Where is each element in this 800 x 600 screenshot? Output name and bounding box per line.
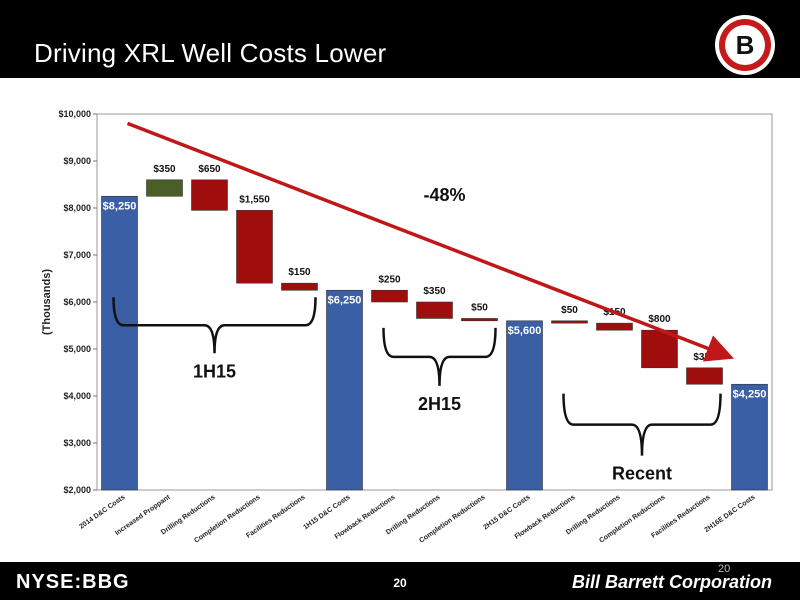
company-logo: B <box>715 15 775 75</box>
data-label: $8,250 <box>103 200 137 212</box>
y-tick-label: $2,000 <box>63 485 91 495</box>
chart-area: $2,000 $3,000 $4,000 $5,000 $6,000 $7,000 $8,0… <box>0 78 800 562</box>
decrease-bar <box>551 320 588 324</box>
increase-bar <box>146 179 183 197</box>
total-bar <box>506 320 543 491</box>
data-label: $6,250 <box>328 294 362 306</box>
y-tick-label: $4,000 <box>63 391 91 401</box>
logo-letter: B <box>736 30 755 60</box>
title-bar: Driving XRL Well Costs Lower B <box>0 0 800 78</box>
decrease-bar <box>641 329 678 369</box>
data-label: $150 <box>288 267 311 278</box>
company-name: Bill Barrett Corporation <box>572 572 773 592</box>
data-label: $50 <box>561 305 578 316</box>
group-label: 2H15 <box>418 394 461 414</box>
decrease-bar <box>281 282 318 291</box>
x-tick-label: 2014 D&C Costs <box>78 494 126 531</box>
data-label: $4,250 <box>733 388 767 400</box>
data-label: $350 <box>153 164 176 175</box>
data-label: $650 <box>198 164 221 175</box>
decrease-bar <box>371 289 408 303</box>
group-label: Recent <box>612 464 672 484</box>
group-brace <box>562 393 722 456</box>
decrease-bar <box>461 318 498 322</box>
data-label: $350 <box>693 352 716 363</box>
trend-label: -48% <box>423 185 465 205</box>
y-tick-label: $9,000 <box>63 156 91 166</box>
group-brace <box>112 297 317 354</box>
decrease-bar <box>236 210 273 284</box>
total-bar <box>101 195 138 491</box>
y-tick-label: $5,000 <box>63 344 91 354</box>
group-brace <box>382 327 497 386</box>
x-tick-label: 2H16E D&C Costs <box>704 494 757 534</box>
y-axis-label: (Thousands) <box>41 269 53 335</box>
data-label: $5,600 <box>508 325 542 337</box>
waterfall-chart: $2,000 $3,000 $4,000 $5,000 $6,000 $7,000 $8,0… <box>41 109 773 545</box>
y-tick-label: $3,000 <box>63 438 91 448</box>
y-tick-label: $10,000 <box>58 109 91 119</box>
stock-ticker: NYSE:BBG <box>16 571 130 593</box>
y-tick-label: $7,000 <box>63 250 91 260</box>
x-tick-label: 1H15 D&C Costs <box>302 494 351 531</box>
page-number: 20 <box>393 576 407 590</box>
decrease-bar <box>191 179 228 211</box>
y-tick-label: $8,000 <box>63 203 91 213</box>
group-label: 1H15 <box>193 361 236 381</box>
data-label: $50 <box>471 302 488 313</box>
decrease-bar <box>596 322 633 331</box>
footer-bar: NYSE:BBG 20 20 Bill Barrett Corporation <box>0 562 800 600</box>
y-tick-label: $6,000 <box>63 297 91 307</box>
data-label: $1,550 <box>239 194 270 205</box>
data-label: $250 <box>378 274 401 285</box>
page-number-ghost: 20 <box>718 563 731 575</box>
data-label: $350 <box>423 286 446 297</box>
decrease-bar <box>416 301 453 319</box>
decrease-bar <box>686 367 723 385</box>
data-label: $800 <box>648 314 671 325</box>
x-tick-label: 2H15 D&C Costs <box>482 494 531 531</box>
total-bar <box>731 383 768 491</box>
trend-arrow <box>126 121 735 362</box>
slide-title: Driving XRL Well Costs Lower <box>34 38 387 68</box>
total-bar <box>326 289 363 491</box>
